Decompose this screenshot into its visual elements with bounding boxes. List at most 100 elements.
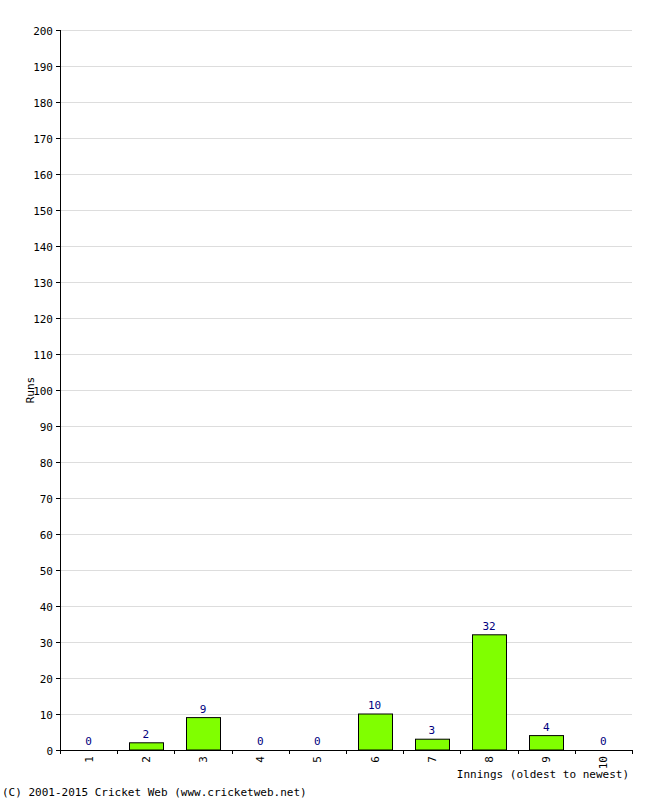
grid-line — [60, 246, 632, 247]
y-tick-label: 0 — [46, 745, 53, 758]
y-tick-label: 50 — [40, 565, 53, 578]
x-tick — [632, 750, 633, 754]
grid-line — [60, 678, 632, 679]
chart: 0102030405060708090100110120130140150160… — [0, 0, 650, 800]
x-tick — [174, 750, 175, 754]
grid-line — [60, 570, 632, 571]
y-tick — [56, 534, 60, 535]
y-tick-label: 170 — [33, 133, 53, 146]
x-tick-label: 6 — [369, 756, 382, 763]
y-tick-label: 30 — [40, 637, 53, 650]
grid-line — [60, 210, 632, 211]
x-tick — [575, 750, 576, 754]
bar — [130, 743, 164, 750]
y-tick-label: 70 — [40, 493, 53, 506]
grid-line — [60, 174, 632, 175]
data-label: 10 — [368, 699, 381, 712]
y-tick-label: 130 — [33, 277, 53, 290]
data-label: 4 — [543, 721, 550, 734]
x-tick-label: 1 — [83, 756, 96, 763]
y-tick — [56, 606, 60, 607]
bar — [530, 736, 564, 750]
y-tick — [56, 246, 60, 247]
bar — [473, 635, 507, 750]
x-tick — [460, 750, 461, 754]
y-tick — [56, 714, 60, 715]
y-tick — [56, 498, 60, 499]
y-axis-label: Runs — [24, 377, 37, 404]
grid-line — [60, 282, 632, 283]
y-tick-label: 90 — [40, 421, 53, 434]
annotation: (C) 2001-2015 Cricket Web (www.cricketwe… — [2, 786, 307, 799]
grid-line — [60, 390, 632, 391]
data-label: 9 — [200, 703, 207, 716]
bar — [359, 714, 393, 750]
y-tick — [56, 390, 60, 391]
y-tick — [56, 426, 60, 427]
data-label: 0 — [314, 735, 321, 748]
grid-line — [60, 354, 632, 355]
bar — [301, 750, 335, 751]
grid-line — [60, 66, 632, 67]
y-axis — [60, 30, 61, 750]
x-tick — [346, 750, 347, 754]
x-axis-label: Innings (oldest to newest) — [457, 768, 629, 781]
y-tick-label: 140 — [33, 241, 53, 254]
y-tick — [56, 354, 60, 355]
x-tick-label: 5 — [311, 756, 324, 763]
y-tick — [56, 102, 60, 103]
data-label: 3 — [428, 724, 435, 737]
x-tick — [289, 750, 290, 754]
grid-line — [60, 462, 632, 463]
y-tick-label: 80 — [40, 457, 53, 470]
grid-line — [60, 318, 632, 319]
grid-line — [60, 606, 632, 607]
grid-line — [60, 498, 632, 499]
x-tick — [518, 750, 519, 754]
bar — [73, 750, 107, 751]
y-tick — [56, 750, 60, 751]
y-tick — [56, 462, 60, 463]
data-label: 0 — [257, 735, 264, 748]
grid-line — [60, 642, 632, 643]
x-tick-label: 4 — [254, 756, 267, 763]
y-tick-label: 150 — [33, 205, 53, 218]
grid-line — [60, 138, 632, 139]
y-tick — [56, 138, 60, 139]
y-tick-label: 200 — [33, 25, 53, 38]
x-tick-label: 3 — [197, 756, 210, 763]
y-tick — [56, 174, 60, 175]
x-tick-label: 9 — [540, 756, 553, 763]
x-tick — [403, 750, 404, 754]
bars — [130, 635, 564, 750]
y-tick-label: 10 — [40, 709, 53, 722]
y-tick-label: 40 — [40, 601, 53, 614]
grid-line — [60, 534, 632, 535]
y-tick — [56, 210, 60, 211]
x-tick — [232, 750, 233, 754]
y-tick-label: 180 — [33, 97, 53, 110]
y-tick — [56, 570, 60, 571]
y-tick-label: 120 — [33, 313, 53, 326]
y-tick — [56, 66, 60, 67]
y-tick-label: 60 — [40, 529, 53, 542]
y-tick-label: 110 — [33, 349, 53, 362]
y-tick-label: 20 — [40, 673, 53, 686]
x-tick — [60, 750, 61, 754]
grid-line — [60, 102, 632, 103]
y-tick — [56, 678, 60, 679]
data-label: 0 — [600, 735, 607, 748]
y-tick — [56, 318, 60, 319]
grid-line — [60, 714, 632, 715]
x-tick-label: 8 — [483, 756, 496, 763]
y-tick-label: 160 — [33, 169, 53, 182]
bar — [187, 718, 221, 750]
x-tick-label: 7 — [426, 756, 439, 763]
y-tick — [56, 282, 60, 283]
data-label: 0 — [85, 735, 92, 748]
data-label: 2 — [142, 728, 149, 741]
y-tick-label: 190 — [33, 61, 53, 74]
bar — [587, 750, 621, 751]
grid-line — [60, 30, 632, 31]
x-tick-label: 2 — [140, 756, 153, 763]
